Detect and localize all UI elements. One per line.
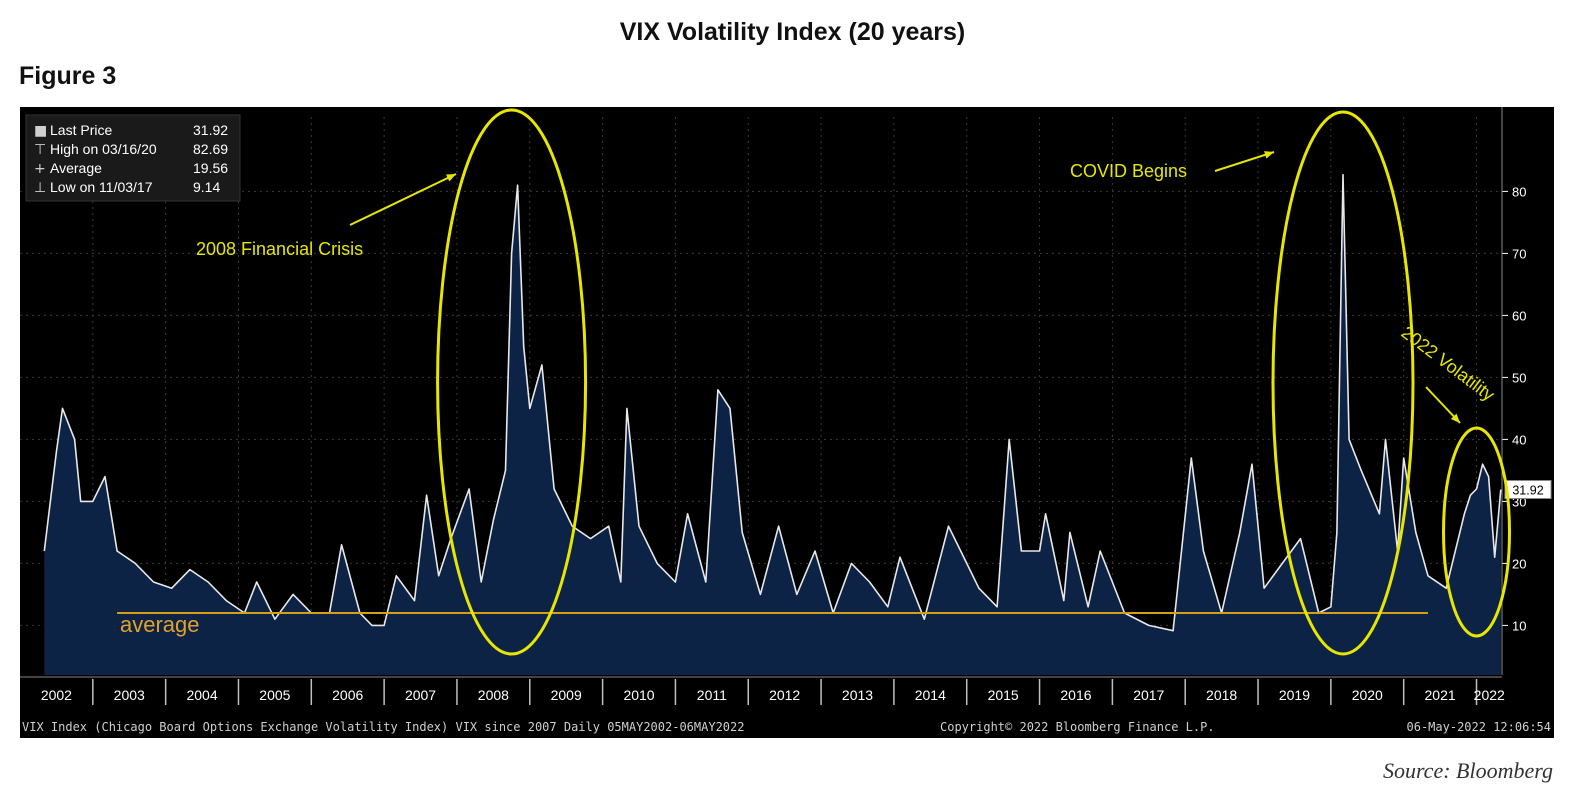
chart-footer: VIX Index (Chicago Board Options Exchang…	[22, 720, 1551, 734]
x-tick-label: 2016	[1060, 687, 1091, 703]
volatility-2022-arrow-head	[1450, 413, 1460, 423]
legend-marker: ■	[34, 123, 47, 139]
source-note: Source: Bloomberg	[1382, 758, 1553, 783]
legend-label: Average	[50, 160, 102, 176]
x-tick-label: 2010	[623, 687, 654, 703]
x-tick-label: 2017	[1133, 687, 1164, 703]
page-title: VIX Volatility Index (20 years)	[619, 18, 966, 46]
x-tick-label: 2021	[1425, 687, 1456, 703]
x-tick-label: 2005	[259, 687, 290, 703]
legend-box: ■ Last Price 31.92 ⊤ High on 03/16/20 82.69 + A…	[25, 114, 241, 202]
volatility-2022-ellipse	[1442, 426, 1512, 638]
covid-label: COVID Begins	[1070, 161, 1187, 181]
legend-label: High on 03/16/20	[50, 141, 157, 157]
x-tick-label: 2015	[988, 687, 1019, 703]
legend-value: 82.69	[193, 141, 228, 157]
financial-crisis-label: 2008 Financial Crisis	[196, 239, 363, 259]
x-tick-label: 2019	[1279, 687, 1310, 703]
series-layer	[43, 173, 1502, 675]
legend-label: Last Price	[50, 122, 112, 138]
legend-marker: +	[34, 161, 46, 177]
chart-panel: 10 20 30 40 50 60 70 80 2002 2003 2004 2005 2006 2007…	[20, 107, 1554, 738]
vix-area-fill	[44, 174, 1501, 675]
legend-value: 19.56	[193, 160, 228, 176]
legend-value: 9.14	[193, 179, 220, 195]
financial-crisis-arrow	[349, 173, 457, 226]
legend-background	[25, 114, 241, 202]
y-tick-label: 70	[1512, 246, 1526, 261]
x-tick-label: 2003	[114, 687, 145, 703]
x-tick-label: 2004	[186, 687, 217, 703]
y-tick-label: 20	[1512, 556, 1526, 571]
covid-ellipse	[1271, 110, 1415, 656]
y-tick-label: 80	[1512, 184, 1526, 199]
last-value-label: 31.92	[1512, 483, 1543, 497]
average-label: average	[120, 612, 200, 637]
covid-arrow-head	[1264, 151, 1274, 159]
footer-description: VIX Index (Chicago Board Options Exchang…	[22, 720, 744, 734]
financial-crisis-ellipse	[436, 108, 588, 656]
x-tick-label: 2002	[41, 687, 72, 703]
y-tick-label: 10	[1512, 618, 1526, 633]
x-tick-label: 2009	[551, 687, 582, 703]
x-tick-label: 2007	[405, 687, 436, 703]
footer-timestamp: 06-May-2022 12:06:54	[1407, 720, 1552, 734]
y-tick-label: 40	[1512, 432, 1526, 447]
x-tick-label: 2014	[915, 687, 946, 703]
x-tick-label: 2013	[842, 687, 873, 703]
x-tick-label: 2020	[1352, 687, 1383, 703]
y-tick-label: 50	[1512, 370, 1526, 385]
x-tick-label: 2011	[697, 687, 727, 703]
figure-label: Figure 3	[19, 62, 117, 90]
last-value-tag	[1504, 479, 1552, 499]
x-tick-label: 2018	[1206, 687, 1237, 703]
y-tick-label: 60	[1512, 308, 1526, 323]
legend-marker: ⊤	[34, 142, 46, 158]
x-tick-label: 2006	[332, 687, 363, 703]
legend-marker: ⊥	[34, 180, 46, 196]
x-tick-label: 2012	[769, 687, 800, 703]
financial-crisis-arrow-head	[446, 174, 456, 182]
footer-copyright: Copyright© 2022 Bloomberg Finance L.P.	[940, 720, 1215, 734]
covid-arrow	[1214, 151, 1275, 172]
legend-label: Low on 11/03/17	[50, 179, 153, 195]
x-tick-label: 2008	[478, 687, 509, 703]
vix-price-line	[43, 173, 1502, 632]
x-tick-label: 2022	[1474, 687, 1505, 703]
legend-value: 31.92	[193, 122, 228, 138]
